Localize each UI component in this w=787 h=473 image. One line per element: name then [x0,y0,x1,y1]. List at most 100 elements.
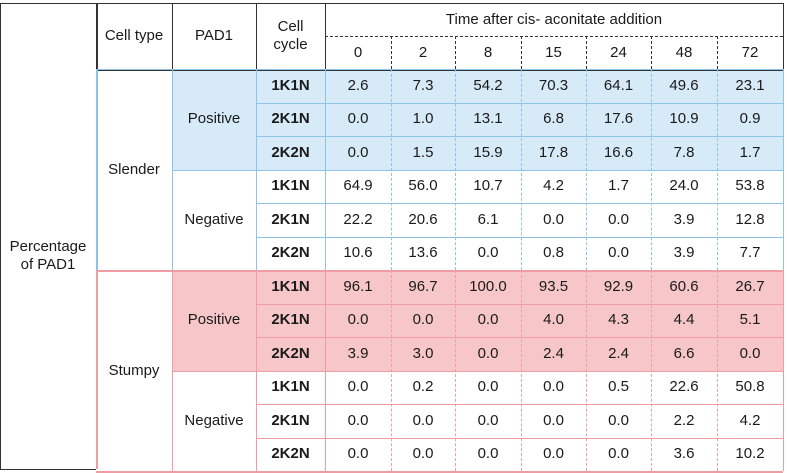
table-cell: 2.4 [586,337,651,371]
table-cell-value: 1.5 [412,143,434,161]
table-cell: 20.6 [391,203,455,237]
table-cell-value: 2.6 [347,76,369,94]
table-cell: 5.1 [717,304,783,338]
table-cell-value: 0.0 [608,210,629,228]
header-time-label: 8 [483,43,493,61]
table-cell: 49.6 [651,69,717,103]
table-cell: 96.1 [325,270,391,304]
table-cell: 7.8 [651,136,717,170]
table-cell-value: 0.0 [412,411,434,429]
cell-cycle-2k1n: 2K1N [256,203,325,237]
cell-type-slender: Slender [96,69,172,270]
table-cell: 0.5 [586,371,651,405]
cell-type-stumpy: Stumpy [96,270,172,471]
table-cell: 0.0 [455,438,521,472]
table-cell-value: 0.0 [477,344,499,362]
table-cell-value: 100.0 [469,277,507,295]
table-cell-value: 0.0 [477,311,499,329]
table-cell-value: 4.2 [543,177,564,195]
table-cell-value: 60.6 [669,277,699,295]
table-cell: 0.0 [586,203,651,237]
header-pad1: PAD1 [172,3,256,69]
table-cell: 26.7 [717,270,783,304]
table-cell: 0.0 [325,136,391,170]
table-cell: 0.2 [391,371,455,405]
table-cell: 0.0 [586,404,651,438]
header-time-15: 15 [521,36,586,69]
table-cell-value: 0.0 [608,244,629,262]
grid-line [96,270,98,469]
header-cell-type-label: Cell type [104,27,164,44]
row-header-percentage: Percentage of PAD1 [0,3,96,469]
pad1-label: Positive [187,311,241,329]
grid-line [256,437,783,439]
table-cell: 0.0 [521,203,586,237]
table-cell-value: 50.8 [735,378,765,396]
cell-cycle-1k1n: 1K1N [256,170,325,204]
table-cell-value: 1.7 [608,177,629,195]
table-cell: 13.1 [455,103,521,137]
cell-cycle-label: 1K1N [271,76,310,94]
table-cell: 2.6 [325,69,391,103]
table-cell: 10.6 [325,237,391,271]
table-cell-value: 4.2 [739,411,761,429]
table-cell: 23.1 [717,69,783,103]
table-cell-value: 7.8 [673,143,695,161]
table-cell: 0.0 [521,404,586,438]
table-cell-value: 3.9 [673,210,695,228]
grid-line [0,3,783,4]
table-cell-value: 13.1 [473,110,503,128]
table-cell-value: 0.8 [543,244,564,262]
table-cell-value: 0.0 [543,411,564,429]
cell-cycle-1k1n: 1K1N [256,69,325,103]
table-cell-value: 17.6 [603,110,634,128]
table-cell: 6.8 [521,103,586,137]
table-cell: 0.0 [586,237,651,271]
stumpy-positive-fill [172,270,783,371]
table-cell-value: 23.1 [735,76,765,94]
table-cell-value: 16.6 [603,143,634,161]
cell-cycle-label: 2K1N [271,411,310,429]
grid-line [256,303,783,305]
table-cell: 6.1 [455,203,521,237]
table-cell-value: 2.2 [673,411,695,429]
table-cell: 0.0 [586,438,651,472]
cell-cycle-1k1n: 1K1N [256,270,325,304]
cell-cycle-label: 1K1N [271,277,310,295]
table-cell-value: 0.0 [347,110,369,128]
grid-line [256,236,783,238]
cell-cycle-label: 2K2N [271,143,310,161]
table-cell: 0.8 [521,237,586,271]
table-cell: 0.0 [717,337,783,371]
table-cell-value: 13.6 [408,244,438,262]
table-cell-value: 0.0 [477,244,499,262]
table-cell-value: 64.9 [343,177,373,195]
table-cell: 17.6 [586,103,651,137]
table-cell: 22.2 [325,203,391,237]
table-cell: 93.5 [521,270,586,304]
pad1-positive: Positive [172,69,256,170]
cell-cycle-label: 2K2N [271,445,310,463]
table-cell: 1.0 [391,103,455,137]
table-cell: 0.0 [325,304,391,338]
table-cell-value: 0.0 [412,445,434,463]
grid-line [96,69,98,270]
table-cell-value: 0.0 [347,445,369,463]
table-cell: 4.3 [586,304,651,338]
table-cell: 0.0 [455,404,521,438]
cell-cycle-label: 2K1N [271,311,310,329]
table-cell: 96.7 [391,270,455,304]
table-cell: 15.9 [455,136,521,170]
header-time-24: 24 [586,36,651,69]
table-cell: 4.2 [521,170,586,204]
header-time-0: 0 [325,36,391,69]
table-cell-value: 10.7 [473,177,503,195]
table-cell-value: 0.0 [347,411,369,429]
grid-line [0,3,1,469]
table-cell: 13.6 [391,237,455,271]
table-cell: 1.5 [391,136,455,170]
table-cell-value: 4.3 [608,311,629,329]
table-cell-value: 22.2 [343,210,373,228]
table-cell: 2.4 [521,337,586,371]
table-cell: 100.0 [455,270,521,304]
